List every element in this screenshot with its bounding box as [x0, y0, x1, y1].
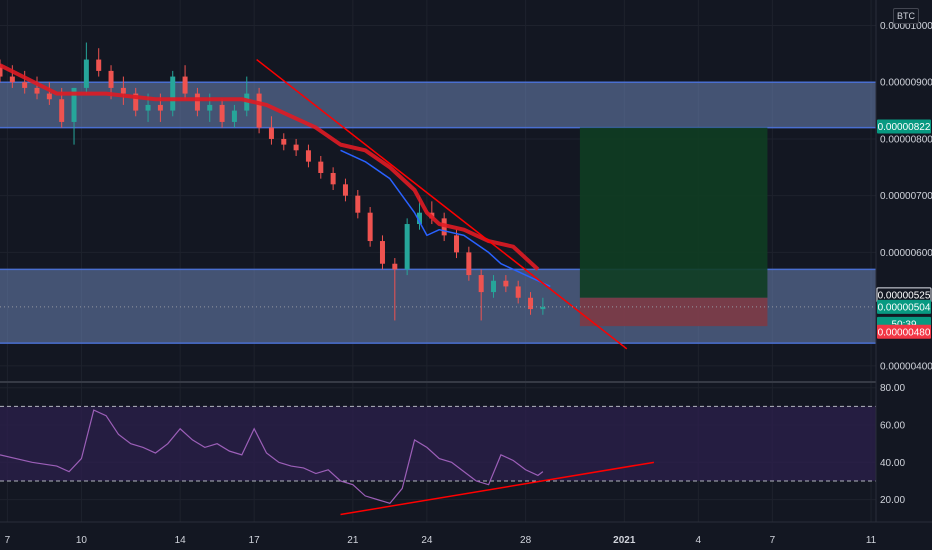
date-tick-label: 2021: [613, 535, 636, 546]
resistance-zone: [0, 82, 876, 128]
candle-body: [367, 212, 373, 242]
currency-badge: BTC: [893, 8, 919, 24]
price-badge: [877, 119, 931, 134]
candle-body: [133, 93, 139, 111]
price-tick-label: 0.00001000: [880, 21, 932, 32]
candle-body: [318, 161, 324, 173]
price-tick-label: 0.00000700: [880, 191, 932, 202]
date-tick-label: 7: [770, 535, 776, 546]
candle-body: [256, 93, 262, 128]
candle-body: [194, 93, 200, 111]
price-tick-label: 0.00000900: [880, 78, 932, 89]
candle-body: [478, 275, 484, 293]
price-trendline: [256, 58, 628, 350]
rsi-line: [0, 409, 544, 505]
candle-body: [34, 87, 40, 94]
candle-body: [22, 82, 28, 88]
price-zones: [0, 81, 876, 344]
price-tick-label: 0.00000600: [880, 248, 932, 259]
candle-body: [0, 65, 3, 77]
candle-body: [281, 138, 287, 145]
price-badge-label: 0.00000822: [878, 122, 931, 133]
date-tick-label: 11: [866, 535, 877, 546]
rsi-pane: [0, 381, 932, 516]
candle-body: [491, 280, 497, 293]
candle-body: [503, 280, 509, 287]
candle-body: [219, 104, 225, 122]
trendlines: [0, 58, 876, 350]
candle-body: [293, 144, 299, 151]
date-tick-label: 10: [76, 535, 88, 546]
price-badge: [877, 324, 931, 339]
price-badge-label: 0.00000504: [878, 302, 931, 313]
candle-body: [207, 104, 213, 111]
candle-body: [120, 87, 126, 94]
candle-body: [404, 224, 410, 270]
candle-body: [182, 76, 188, 94]
price-axis-background: [876, 0, 932, 550]
price-tick-label: 0.00000400: [880, 361, 932, 372]
price-badge-label: 0.00000480: [878, 327, 931, 338]
candle-body: [355, 195, 361, 213]
candle-body: [528, 297, 534, 310]
candlesticks: [0, 42, 546, 321]
candle-body: [416, 212, 422, 225]
moving-averages: [0, 63, 551, 288]
ema-line: [340, 149, 551, 288]
candle-body: [157, 104, 163, 111]
candle-body: [9, 76, 15, 83]
target-zone: [579, 127, 768, 298]
candle-body: [71, 87, 77, 122]
ma-line: [0, 63, 540, 271]
date-tick-label: 28: [520, 535, 532, 546]
price-badge-label: 0.00000525: [878, 290, 931, 301]
rsi-band: [0, 406, 876, 481]
candle-body: [96, 59, 102, 71]
candle-body: [170, 76, 176, 111]
price-tick-label: 0.00000800: [880, 134, 932, 145]
rsi-trendline: [340, 461, 655, 516]
rsi-tick-label: 80.00: [880, 383, 905, 394]
candle-body: [515, 286, 521, 298]
date-tick-label: 17: [249, 535, 261, 546]
date-tick-label: 21: [347, 535, 359, 546]
candle-body: [268, 127, 274, 139]
price-badges: 0.000008220.000005250.0000050450:390.000…: [876, 119, 932, 339]
date-tick-label: 4: [696, 535, 702, 546]
candle-body: [145, 104, 151, 111]
date-tick-label: 14: [175, 535, 187, 546]
date-tick-label: 24: [421, 535, 433, 546]
candle-body: [108, 70, 114, 88]
stop-zone: [579, 297, 768, 327]
candle-body: [59, 99, 65, 122]
candle-body: [454, 235, 460, 253]
candle-body: [83, 59, 89, 88]
rsi-tick-label: 40.00: [880, 458, 905, 469]
candle-body: [540, 306, 546, 310]
rsi-tick-label: 20.00: [880, 495, 905, 506]
candle-body: [392, 263, 398, 270]
date-tick-label: 7: [5, 535, 11, 546]
candle-body: [305, 150, 311, 162]
candle-body: [466, 252, 472, 276]
candle-body: [46, 93, 52, 100]
candle-body: [342, 184, 348, 196]
candle-body: [231, 110, 237, 122]
rsi-tick-label: 60.00: [880, 421, 905, 432]
candle-body: [379, 241, 385, 264]
price-badge: [877, 299, 931, 314]
candle-body: [330, 172, 336, 185]
